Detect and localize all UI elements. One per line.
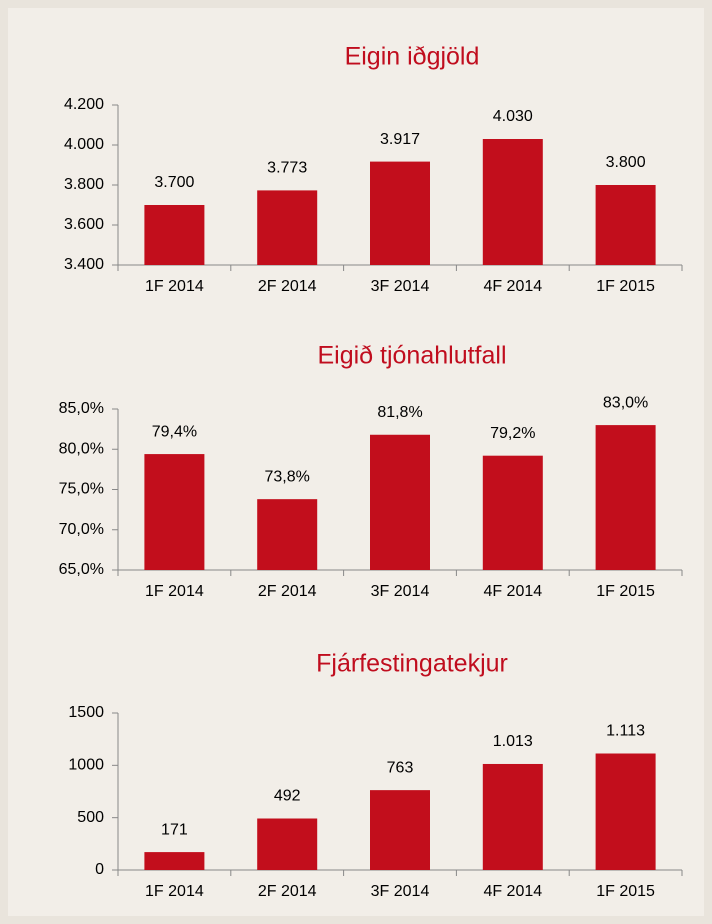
data-label: 763 — [387, 759, 414, 776]
data-label: 81,8% — [377, 404, 422, 421]
y-tick-label: 500 — [77, 809, 104, 826]
chart-title: Eigið tjónahlutfall — [317, 342, 506, 370]
x-tick-label: 1F 2015 — [596, 278, 655, 295]
x-tick-label: 2F 2014 — [258, 278, 317, 295]
y-tick-label: 3.600 — [64, 216, 104, 233]
x-tick-label: 3F 2014 — [371, 278, 430, 295]
y-tick-label: 1000 — [68, 757, 104, 774]
x-tick-label: 1F 2015 — [596, 883, 655, 900]
bar — [482, 763, 543, 870]
bar — [257, 190, 318, 265]
chart-title: Fjárfestingatekjur — [316, 650, 508, 678]
y-tick-label: 4.000 — [64, 136, 104, 153]
bar — [144, 205, 205, 265]
y-tick-label: 1500 — [68, 704, 104, 721]
bar — [370, 434, 430, 570]
y-tick-label: 70,0% — [59, 521, 104, 538]
bar — [370, 161, 430, 265]
data-label: 3.773 — [267, 160, 307, 177]
y-tick-label: 3.400 — [64, 256, 104, 273]
bar — [370, 790, 430, 870]
data-label: 1.013 — [493, 733, 533, 750]
y-tick-label: 3.800 — [64, 176, 104, 193]
bar — [257, 499, 318, 570]
x-tick-label: 2F 2014 — [258, 583, 317, 600]
bar — [144, 852, 205, 870]
data-label: 492 — [274, 788, 301, 805]
y-tick-label: 75,0% — [59, 481, 104, 498]
panel — [8, 8, 704, 916]
x-tick-label: 1F 2015 — [596, 583, 655, 600]
bar — [595, 753, 656, 870]
x-tick-label: 1F 2014 — [145, 883, 204, 900]
x-tick-label: 4F 2014 — [483, 883, 542, 900]
bar — [595, 425, 656, 570]
y-tick-label: 4.200 — [64, 96, 104, 113]
data-label: 1.113 — [606, 723, 645, 740]
x-tick-label: 1F 2014 — [145, 278, 204, 295]
y-tick-label: 0 — [95, 861, 104, 878]
data-label: 4.030 — [493, 108, 533, 125]
data-label: 79,2% — [490, 425, 535, 442]
bar — [144, 454, 205, 570]
data-label: 3.700 — [154, 174, 194, 191]
y-tick-label: 65,0% — [59, 561, 104, 578]
y-tick-label: 80,0% — [59, 440, 104, 457]
data-label: 73,8% — [265, 468, 310, 485]
x-tick-label: 4F 2014 — [483, 278, 542, 295]
data-label: 171 — [161, 821, 188, 838]
data-label: 83,0% — [603, 394, 648, 411]
y-tick-label: 85,0% — [59, 400, 104, 417]
bar — [482, 139, 543, 265]
data-label: 3.917 — [380, 131, 420, 148]
chart-title: Eigin iðgjöld — [345, 43, 480, 71]
bar — [595, 185, 656, 265]
x-tick-label: 4F 2014 — [483, 583, 542, 600]
data-label: 79,4% — [152, 423, 197, 440]
x-tick-label: 3F 2014 — [371, 883, 430, 900]
data-label: 3.800 — [606, 154, 646, 171]
x-tick-label: 2F 2014 — [258, 883, 317, 900]
x-tick-label: 3F 2014 — [371, 583, 430, 600]
x-tick-label: 1F 2014 — [145, 583, 204, 600]
bar — [482, 455, 543, 570]
bar — [257, 818, 318, 870]
